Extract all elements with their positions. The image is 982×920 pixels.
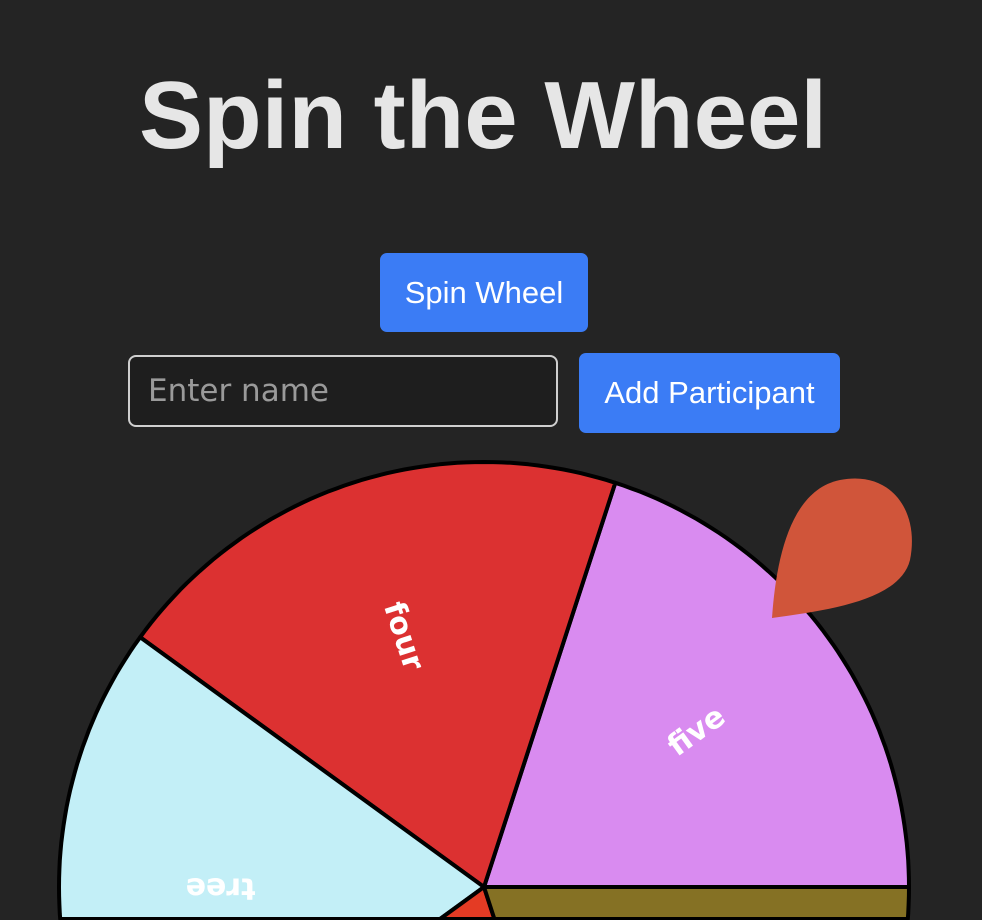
- wheel-segment: [138, 460, 618, 889]
- pointer-icon: [772, 478, 912, 618]
- name-input[interactable]: [128, 355, 558, 427]
- wheel-segment: [482, 480, 911, 889]
- wheel-segment: [482, 885, 911, 920]
- wheel-segment-label: tree: [186, 871, 256, 906]
- wheel-segment: [57, 635, 486, 920]
- page-title: Spin the Wheel: [138, 62, 828, 169]
- spin-wheel-button[interactable]: Spin Wheel: [380, 253, 588, 332]
- add-participant-button[interactable]: Add Participant: [579, 353, 840, 433]
